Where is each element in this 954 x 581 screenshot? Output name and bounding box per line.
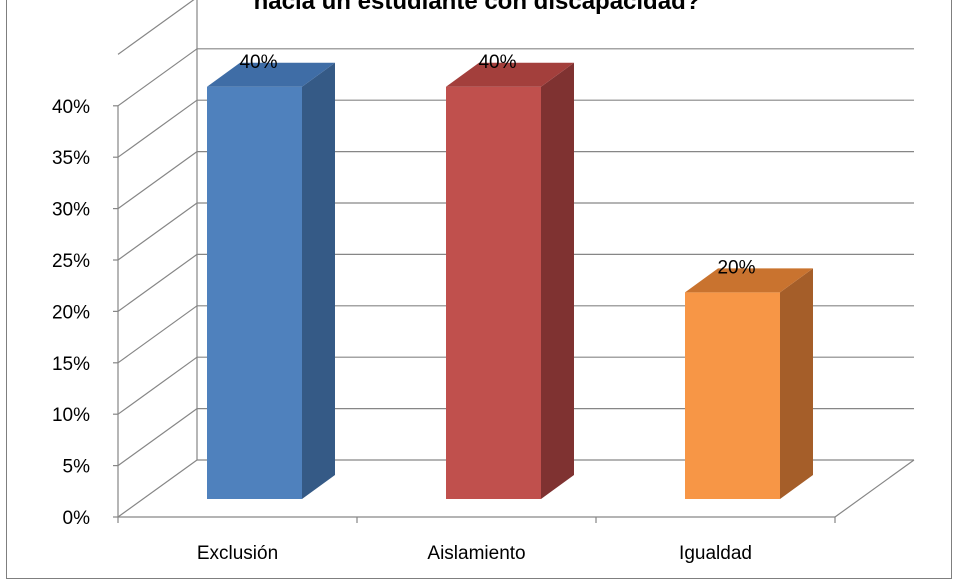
y-tick-label: 10% <box>52 405 90 426</box>
y-tick-label: 5% <box>63 457 91 478</box>
gridline-depth <box>117 202 198 261</box>
x-tick-label: Igualdad <box>679 543 752 564</box>
x-tick-label: Exclusión <box>197 543 278 564</box>
bar-top <box>446 62 574 87</box>
gridline-depth <box>117 99 198 158</box>
gridline-depth <box>117 0 195 55</box>
bars <box>207 62 813 500</box>
gridline-depth <box>117 459 198 518</box>
y-tick-label: 40% <box>52 97 90 118</box>
gridline-depth <box>117 151 198 210</box>
data-label: 40% <box>478 52 516 73</box>
x-tick-label: Aislamiento <box>427 543 525 564</box>
labels: 0% 5% 10% 15% 20% 25% 30% 35% 40% 40% Exclusión 40%… <box>52 52 756 564</box>
bar-front <box>685 292 780 499</box>
chart-title: hacia un estudiante con discapacidad? <box>253 0 701 15</box>
bar-front <box>446 86 541 500</box>
data-label: 20% <box>717 257 755 278</box>
y-tick-label: 25% <box>52 251 90 272</box>
bar-side <box>780 268 813 499</box>
y-tick-label: 30% <box>52 200 90 221</box>
bar-top <box>685 268 813 293</box>
floor-right-edge <box>834 459 915 518</box>
bar-front <box>207 86 302 500</box>
gridline-depth <box>117 305 198 364</box>
gridline-depth <box>117 408 198 467</box>
data-label: 40% <box>239 52 277 73</box>
gridline-depth <box>117 253 198 312</box>
chart-frame <box>6 0 952 579</box>
gridline-depth <box>117 48 198 107</box>
bar-side <box>541 62 574 500</box>
y-tick-label: 20% <box>52 302 90 323</box>
gridline-depth <box>117 356 198 415</box>
y-tick-label: 35% <box>52 148 90 169</box>
y-tick-label: 0% <box>63 508 91 529</box>
bar-side <box>302 62 335 500</box>
bar-top <box>207 62 335 87</box>
y-tick-label: 15% <box>52 354 90 375</box>
axes <box>113 0 915 523</box>
